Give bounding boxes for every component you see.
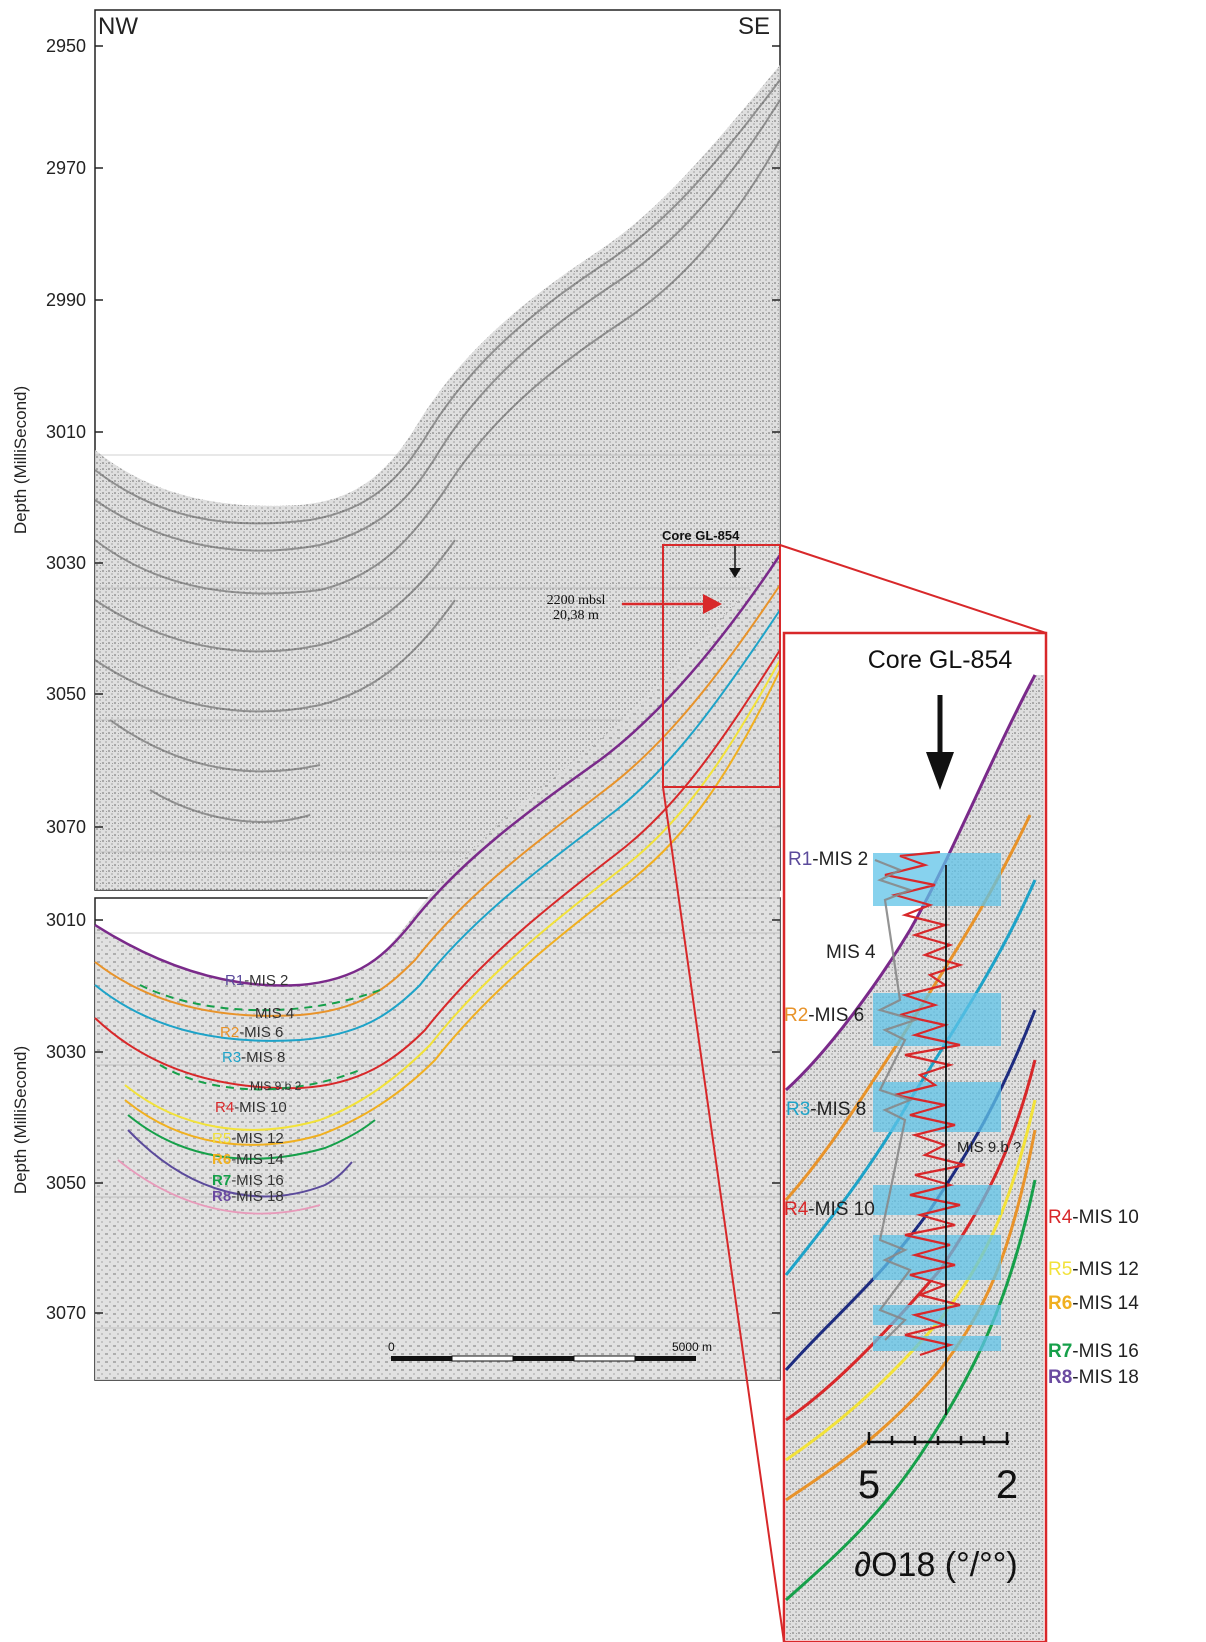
inset-label-r4: R4-MIS 10	[784, 1199, 875, 1220]
reflector-label-r7: R7-MIS 16	[212, 1172, 284, 1189]
upper-ytick: 2990	[46, 290, 86, 310]
inset-label-mis4: MIS 4	[826, 942, 876, 963]
inset-label-mis9b: MIS 9.b ?	[957, 1139, 1021, 1156]
side-legend-r7: R7-MIS 16	[1048, 1341, 1139, 1362]
isotope-curve	[884, 850, 966, 1357]
scale-start: 0	[388, 1340, 395, 1354]
side-legend-r5: R5-MIS 12	[1048, 1259, 1139, 1280]
lower-panel: 3010 3030 3050 3070 Depth (MilliSecond) …	[11, 554, 782, 1381]
core-length-label: 20,38 m	[553, 608, 599, 623]
nw-label: NW	[98, 13, 138, 40]
reflector-label-r2: R2-MIS 6	[220, 1024, 283, 1041]
side-legend-r6: R6-MIS 14	[1048, 1293, 1139, 1314]
upper-ytick: 3050	[46, 684, 86, 704]
reflector-label-r6: R6-MIS 14	[212, 1151, 284, 1168]
scale-bar: 0 5000 m	[388, 1340, 712, 1362]
upper-ytick: 3010	[46, 422, 86, 442]
zoom-box	[662, 544, 781, 788]
reflector-label-r1: R1-MIS 2	[225, 972, 288, 989]
inset-label-r3: R3-MIS 8	[786, 1099, 866, 1120]
upper-ytick: 3030	[46, 553, 86, 573]
inset-xlabel: ∂O18 (°/°°)	[854, 1546, 1017, 1584]
upper-ylabel: Depth (MilliSecond)	[11, 386, 30, 534]
inset-xtick: 5	[858, 1463, 880, 1507]
lower-ylabel: Depth (MilliSecond)	[11, 1046, 30, 1194]
reflector-label-mis9b: MIS 9.b 2	[250, 1079, 302, 1093]
reflector-label-r5: R5-MIS 12	[212, 1130, 284, 1147]
reflector-label-mis4: MIS 4	[255, 1005, 294, 1022]
side-legend: R4-MIS 10 R5-MIS 12 R6-MIS 14 R7-MIS 16 …	[1048, 1207, 1139, 1388]
inset-xtick: 2	[996, 1463, 1018, 1507]
reflector-label-r3: R3-MIS 8	[222, 1049, 285, 1066]
inset-arrow-icon	[926, 752, 954, 790]
lower-ytick: 3030	[46, 1042, 86, 1062]
lower-ytick: 3050	[46, 1173, 86, 1193]
lower-ytick: 3010	[46, 910, 86, 930]
lower-seismic-section	[95, 555, 780, 1380]
core-label-upper: Core GL-854	[662, 528, 740, 543]
red-arrow-icon	[703, 594, 722, 614]
side-legend-r8: R8-MIS 18	[1048, 1367, 1139, 1388]
upper-panel: 2950 2970 2990 3010 3030 3050 3070 Depth…	[11, 9, 781, 891]
core-arrow-icon	[729, 568, 741, 578]
reflector-label-r4: R4-MIS 10	[215, 1099, 287, 1116]
upper-ytick: 3070	[46, 817, 86, 837]
reflector-label-r8: R8-MIS 18	[212, 1188, 284, 1205]
upper-seismic-section	[95, 65, 780, 890]
scale-end: 5000 m	[672, 1340, 712, 1354]
lower-ytick: 3070	[46, 1303, 86, 1323]
upper-ytick: 2970	[46, 158, 86, 178]
inset-label-r2: R2-MIS 6	[784, 1005, 864, 1026]
side-legend-r4: R4-MIS 10	[1048, 1207, 1139, 1228]
inset-title: Core GL-854	[868, 646, 1013, 674]
inset-label-r1: R1-MIS 2	[788, 849, 868, 870]
upper-ytick: 2950	[46, 36, 86, 56]
se-label: SE	[738, 13, 770, 40]
core-inset: Core GL-854 R1-	[782, 631, 1048, 1642]
core-depth-label: 2200 mbsl	[547, 593, 606, 608]
